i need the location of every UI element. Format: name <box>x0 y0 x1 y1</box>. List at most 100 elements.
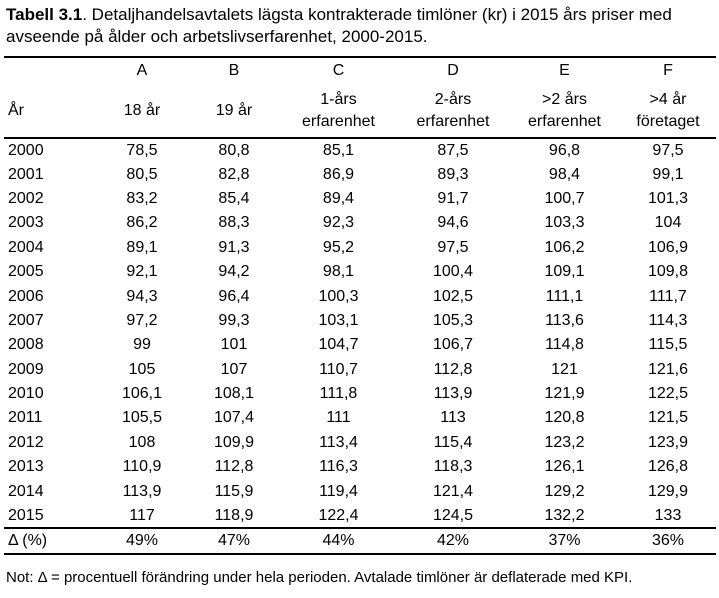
column-header: 19 år <box>188 84 280 138</box>
table-row: 2012 108 109,9 113,4 115,4 123,2 123,9 <box>4 431 716 455</box>
value-cell: 106,7 <box>397 333 509 357</box>
column-header-line: erfarenhet <box>417 113 490 130</box>
year-cell: 2006 <box>4 284 96 308</box>
column-letter: F <box>620 57 716 84</box>
year-cell: 2001 <box>4 162 96 186</box>
year-cell: 2002 <box>4 187 96 211</box>
value-cell: 89,3 <box>397 162 509 186</box>
value-cell: 100,7 <box>509 187 620 211</box>
value-cell: 99,3 <box>188 309 280 333</box>
value-cell: 115,4 <box>397 431 509 455</box>
value-cell: 85,1 <box>280 138 397 162</box>
value-cell: 99,1 <box>620 162 716 186</box>
value-cell: 80,8 <box>188 138 280 162</box>
value-cell: 124,5 <box>397 504 509 528</box>
value-cell: 104 <box>620 211 716 235</box>
table-row: 2008 99 101 104,7 106,7 114,8 115,5 <box>4 333 716 357</box>
column-header-line: 1-års <box>320 91 356 108</box>
value-cell: 121,4 <box>397 479 509 503</box>
caption-text: . Detaljhandelsavtalets lägsta kontrakte… <box>6 5 672 46</box>
column-header: >2 års erfarenhet <box>509 84 620 138</box>
value-cell: 123,2 <box>509 431 620 455</box>
year-cell: 2012 <box>4 431 96 455</box>
value-cell: 92,1 <box>96 260 188 284</box>
table-note: Not: Δ = procentuell förändring under he… <box>6 568 632 588</box>
value-cell: 115,9 <box>188 479 280 503</box>
value-cell: 113,6 <box>509 309 620 333</box>
value-cell: 97,5 <box>620 138 716 162</box>
table-row: 2007 97,2 99,3 103,1 105,3 113,6 114,3 <box>4 309 716 333</box>
column-header: >4 år företaget <box>620 84 716 138</box>
year-cell: 2000 <box>4 138 96 162</box>
value-cell: 103,1 <box>280 309 397 333</box>
value-cell: 121 <box>509 358 620 382</box>
value-cell: 113,9 <box>96 479 188 503</box>
value-cell: 106,1 <box>96 382 188 406</box>
value-cell: 102,5 <box>397 284 509 308</box>
value-cell: 109,9 <box>188 431 280 455</box>
year-cell: 2005 <box>4 260 96 284</box>
value-cell: 94,2 <box>188 260 280 284</box>
value-cell: 94,6 <box>397 211 509 235</box>
table-row: 2004 89,1 91,3 95,2 97,5 106,2 106,9 <box>4 236 716 260</box>
column-header-line: 18 år <box>124 102 160 119</box>
column-header: 18 år <box>96 84 188 138</box>
table-row: 2002 83,2 85,4 89,4 91,7 100,7 101,3 <box>4 187 716 211</box>
value-cell: 109,1 <box>509 260 620 284</box>
value-cell: 100,4 <box>397 260 509 284</box>
year-column-header: År <box>4 84 96 138</box>
value-cell: 115,5 <box>620 333 716 357</box>
value-cell: 86,9 <box>280 162 397 186</box>
value-cell: 83,2 <box>96 187 188 211</box>
delta-value: 47% <box>188 528 280 554</box>
value-cell: 89,4 <box>280 187 397 211</box>
column-header-line: >4 år <box>650 91 687 108</box>
value-cell: 95,2 <box>280 236 397 260</box>
value-cell: 126,8 <box>620 455 716 479</box>
value-cell: 109,8 <box>620 260 716 284</box>
delta-value: 49% <box>96 528 188 554</box>
value-cell: 122,5 <box>620 382 716 406</box>
value-cell: 89,1 <box>96 236 188 260</box>
table-row: 2005 92,1 94,2 98,1 100,4 109,1 109,8 <box>4 260 716 284</box>
column-letter-row: A B C D E F <box>4 57 716 84</box>
value-cell: 113 <box>397 406 509 430</box>
value-cell: 121,6 <box>620 358 716 382</box>
year-cell: 2014 <box>4 479 96 503</box>
value-cell: 100,3 <box>280 284 397 308</box>
table-row: 2013 110,9 112,8 116,3 118,3 126,1 126,8 <box>4 455 716 479</box>
column-letter: C <box>280 57 397 84</box>
value-cell: 82,8 <box>188 162 280 186</box>
column-header: 1-års erfarenhet <box>280 84 397 138</box>
value-cell: 103,3 <box>509 211 620 235</box>
delta-value: 42% <box>397 528 509 554</box>
year-cell: 2008 <box>4 333 96 357</box>
column-letter: B <box>188 57 280 84</box>
value-cell: 91,3 <box>188 236 280 260</box>
value-cell: 99 <box>96 333 188 357</box>
value-cell: 123,9 <box>620 431 716 455</box>
value-cell: 113,9 <box>397 382 509 406</box>
caption-label: Tabell 3.1 <box>6 5 82 24</box>
value-cell: 120,8 <box>509 406 620 430</box>
value-cell: 112,8 <box>188 455 280 479</box>
value-cell: 86,2 <box>96 211 188 235</box>
year-cell: 2010 <box>4 382 96 406</box>
value-cell: 87,5 <box>397 138 509 162</box>
column-header-line: 19 år <box>216 102 252 119</box>
value-cell: 106,9 <box>620 236 716 260</box>
table-body: 2000 78,5 80,8 85,1 87,5 96,8 97,5 2001 80,5 82,8… <box>4 138 716 528</box>
year-cell: 2003 <box>4 211 96 235</box>
value-cell: 101,3 <box>620 187 716 211</box>
table-row: 2011 105,5 107,4 111 113 120,8 121,5 <box>4 406 716 430</box>
year-cell: 2004 <box>4 236 96 260</box>
column-letter: E <box>509 57 620 84</box>
value-cell: 121,5 <box>620 406 716 430</box>
value-cell: 118,3 <box>397 455 509 479</box>
value-cell: 117 <box>96 504 188 528</box>
delta-label: Δ (%) <box>4 528 96 554</box>
column-header-row: År 18 år 19 år 1-års erfarenhet 2-års erfa… <box>4 84 716 138</box>
table-row: 2001 80,5 82,8 86,9 89,3 98,4 99,1 <box>4 162 716 186</box>
value-cell: 118,9 <box>188 504 280 528</box>
column-letter: D <box>397 57 509 84</box>
